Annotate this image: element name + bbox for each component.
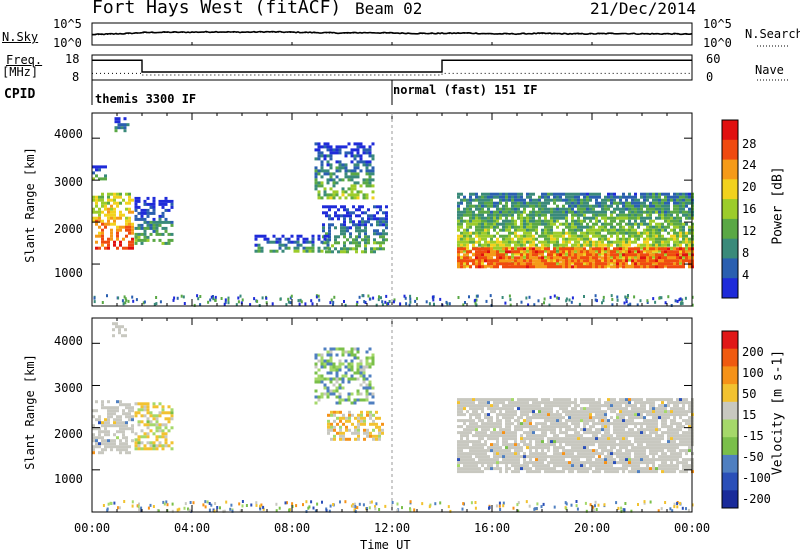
power-colorbar-swatch <box>722 179 738 200</box>
nsky-tick-bottom: 10^0 <box>53 36 82 50</box>
power-colorbar-swatch <box>722 199 738 220</box>
power-colorbar-label: Power [dB] <box>770 166 786 245</box>
power-ytick-1000: 1000 <box>54 266 83 280</box>
freq-tick-bottom: 8 <box>72 70 80 84</box>
xtick-2000: 20:00 <box>574 521 611 535</box>
freq-tick-top: 18 <box>65 52 80 66</box>
velocity-colorbar-swatch <box>722 472 738 491</box>
velocity-ytick-4000: 4000 <box>54 334 83 348</box>
velocity-colorbar-swatch <box>722 437 738 456</box>
nave-label: Nave <box>755 63 784 77</box>
nsky-line <box>91 30 693 36</box>
velocity-ylabel: Slant Range [km] <box>23 354 37 470</box>
power-cb-tick-8: 8 <box>742 246 750 260</box>
velocity-colorbar-swatch <box>722 401 738 420</box>
velocity-cb-tick-m50: -50 <box>742 450 764 464</box>
velocity-colorbar-swatch <box>722 490 738 509</box>
nsearch-tick-bottom: 10^0 <box>703 36 732 50</box>
velocity-cb-tick-15: 15 <box>742 408 757 422</box>
nave-tick-top: 60 <box>706 52 721 66</box>
power-ytick-2000: 2000 <box>54 222 83 236</box>
radar-title: Fort Hays West (fitACF) <box>92 0 342 18</box>
freq-label: Freq. <box>6 53 43 67</box>
velocity-colorbar-swatch <box>722 384 738 403</box>
power-ytick-3000: 3000 <box>54 175 83 189</box>
velocity-cb-tick-m100: -100 <box>742 471 771 485</box>
velocity-cb-tick-100: 100 <box>742 366 764 380</box>
velocity-colorbar-label: Velocity [m s-1] <box>770 349 786 476</box>
velocity-cb-tick-m15: -15 <box>742 429 764 443</box>
power-cb-tick-20: 20 <box>742 180 757 194</box>
velocity-colorbar-swatch <box>722 454 738 474</box>
power-cb-tick-28: 28 <box>742 137 757 151</box>
date-label: 21/Dec/2014 <box>590 0 696 18</box>
velocity-colorbar-swatch <box>722 366 738 385</box>
velocity-ytick-3000: 3000 <box>54 381 83 395</box>
velocity-cb-tick-m200: -200 <box>742 492 771 506</box>
velocity-colorbar-swatch <box>722 419 738 438</box>
power-colorbar-swatch <box>722 139 738 161</box>
freq-line <box>92 59 692 73</box>
beam-label: Beam 02 <box>355 0 423 18</box>
nsearch-line <box>91 31 692 36</box>
freq-frame <box>91 54 693 81</box>
xtick-1200: 12:00 <box>374 521 411 535</box>
velocity-cb-tick-200: 200 <box>742 345 764 359</box>
cpid-segment-2: normal (fast) 151 IF <box>393 83 538 97</box>
xtick-2400: 00:00 <box>674 521 711 535</box>
velocity-ytick-2000: 2000 <box>54 427 83 441</box>
nave-line <box>92 72 692 76</box>
power-cb-tick-12: 12 <box>742 224 757 238</box>
nsearch-label: N.Search <box>745 27 800 41</box>
power-colorbar-swatch <box>722 159 738 180</box>
power-colorbar-swatch <box>722 218 738 240</box>
xtick-0400: 04:00 <box>174 521 211 535</box>
velocity-colorbar-swatch <box>722 348 738 367</box>
xtick-0000: 00:00 <box>74 521 111 535</box>
time-xlabel: Time UT <box>360 538 411 552</box>
nave-tick-bottom: 0 <box>706 70 714 84</box>
velocity-ytick-1000: 1000 <box>54 472 83 486</box>
power-ytick-4000: 4000 <box>54 127 83 141</box>
power-colorbar-swatch <box>722 258 738 279</box>
xtick-0800: 08:00 <box>274 521 311 535</box>
power-colorbar-swatch <box>722 278 738 299</box>
power-colorbar-swatch <box>722 238 738 259</box>
nsearch-tick-top: 10^5 <box>703 17 732 31</box>
power-colorbar-frame <box>721 119 739 299</box>
velocity-colorbar-frame <box>721 330 739 509</box>
velocity-colorbar-swatch <box>722 331 738 350</box>
power-ylabel: Slant Range [km] <box>23 147 37 263</box>
nsky-label: N.Sky <box>2 30 39 44</box>
power-cb-tick-24: 24 <box>742 158 757 172</box>
velocity-cb-tick-50: 50 <box>742 387 757 401</box>
power-colorbar-swatch <box>722 120 738 141</box>
power-scatter <box>92 117 694 307</box>
cpid-label: CPID <box>4 87 36 102</box>
mhz-label: [MHz] <box>2 65 39 79</box>
nsky-tick-top: 10^5 <box>53 17 82 31</box>
xtick-1600: 16:00 <box>474 521 511 535</box>
power-cb-tick-16: 16 <box>742 202 757 216</box>
power-cb-tick-4: 4 <box>742 268 750 282</box>
cpid-segment-1: themis 3300 IF <box>95 92 197 106</box>
